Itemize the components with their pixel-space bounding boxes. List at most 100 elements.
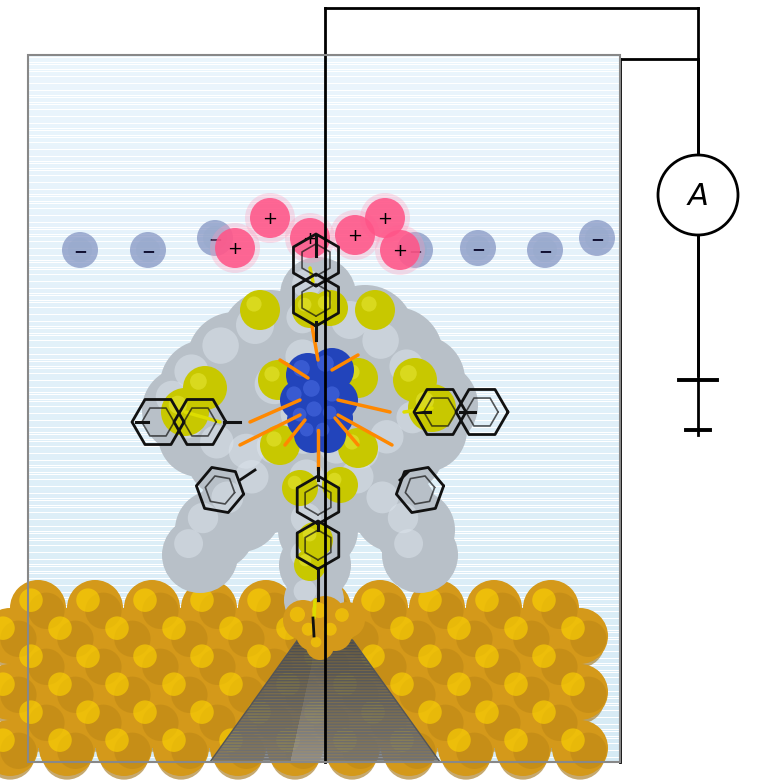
- Polygon shape: [295, 741, 325, 742]
- Polygon shape: [285, 655, 364, 657]
- Bar: [28, 246, 620, 249]
- Polygon shape: [263, 688, 388, 689]
- Circle shape: [555, 619, 604, 668]
- Polygon shape: [211, 759, 439, 760]
- Circle shape: [585, 226, 609, 250]
- Polygon shape: [302, 709, 325, 710]
- Polygon shape: [219, 748, 431, 750]
- Circle shape: [304, 589, 328, 612]
- Circle shape: [552, 664, 608, 720]
- Polygon shape: [227, 738, 424, 739]
- Circle shape: [153, 720, 209, 776]
- Circle shape: [270, 402, 366, 498]
- Circle shape: [10, 692, 66, 748]
- Circle shape: [76, 589, 100, 612]
- Bar: [28, 407, 620, 408]
- Circle shape: [114, 621, 151, 657]
- Polygon shape: [256, 696, 394, 698]
- Circle shape: [295, 692, 351, 748]
- Bar: [28, 682, 620, 684]
- Circle shape: [153, 664, 209, 720]
- Text: −: −: [408, 242, 422, 260]
- Polygon shape: [303, 706, 325, 707]
- Bar: [28, 614, 620, 616]
- Circle shape: [203, 328, 239, 364]
- Bar: [28, 607, 620, 609]
- Circle shape: [190, 373, 206, 390]
- Bar: [28, 281, 620, 284]
- Polygon shape: [305, 691, 325, 693]
- Bar: [28, 758, 620, 760]
- Circle shape: [280, 380, 320, 420]
- Polygon shape: [235, 725, 414, 727]
- Bar: [28, 374, 620, 376]
- Circle shape: [541, 593, 578, 629]
- Bar: [28, 119, 620, 121]
- Polygon shape: [217, 751, 433, 753]
- Polygon shape: [306, 689, 325, 691]
- Circle shape: [276, 673, 300, 696]
- Bar: [28, 442, 620, 444]
- Circle shape: [256, 429, 292, 463]
- Circle shape: [99, 674, 149, 724]
- Circle shape: [381, 608, 437, 664]
- Circle shape: [273, 288, 357, 372]
- Circle shape: [199, 593, 235, 629]
- Text: +: +: [393, 242, 407, 260]
- Circle shape: [475, 700, 499, 724]
- Circle shape: [198, 468, 282, 552]
- Bar: [28, 145, 620, 147]
- Polygon shape: [309, 675, 325, 677]
- Bar: [28, 131, 620, 132]
- Polygon shape: [303, 702, 325, 704]
- Circle shape: [282, 470, 318, 506]
- Circle shape: [441, 731, 490, 779]
- Polygon shape: [234, 727, 416, 728]
- Polygon shape: [293, 746, 325, 748]
- Bar: [28, 642, 620, 644]
- Circle shape: [181, 580, 237, 636]
- Circle shape: [427, 593, 464, 629]
- Circle shape: [294, 549, 326, 581]
- Bar: [28, 190, 620, 191]
- Circle shape: [220, 290, 320, 390]
- Bar: [28, 452, 620, 453]
- Circle shape: [235, 460, 268, 493]
- Circle shape: [48, 673, 72, 696]
- Circle shape: [162, 517, 238, 593]
- Circle shape: [219, 616, 242, 640]
- Bar: [28, 237, 620, 239]
- Bar: [28, 628, 620, 630]
- Polygon shape: [238, 722, 413, 724]
- Bar: [28, 456, 620, 458]
- Polygon shape: [212, 757, 438, 759]
- Circle shape: [324, 608, 380, 664]
- Polygon shape: [300, 719, 325, 720]
- Polygon shape: [257, 695, 393, 696]
- Circle shape: [285, 417, 322, 454]
- Circle shape: [344, 434, 360, 449]
- Bar: [28, 731, 620, 734]
- Circle shape: [343, 732, 378, 769]
- Circle shape: [409, 692, 465, 748]
- Polygon shape: [285, 657, 366, 659]
- Circle shape: [475, 644, 499, 668]
- Bar: [28, 157, 620, 158]
- Circle shape: [276, 728, 300, 752]
- Circle shape: [561, 673, 585, 696]
- Bar: [28, 103, 620, 104]
- Polygon shape: [300, 717, 325, 718]
- Circle shape: [338, 358, 378, 398]
- Circle shape: [185, 702, 234, 752]
- Circle shape: [555, 674, 604, 724]
- Circle shape: [570, 621, 607, 657]
- Circle shape: [85, 593, 121, 629]
- Bar: [28, 293, 620, 296]
- Bar: [28, 218, 620, 220]
- Circle shape: [162, 728, 186, 752]
- Polygon shape: [264, 684, 386, 686]
- Bar: [28, 386, 620, 387]
- Polygon shape: [241, 718, 409, 719]
- Circle shape: [319, 610, 339, 630]
- Bar: [28, 506, 620, 507]
